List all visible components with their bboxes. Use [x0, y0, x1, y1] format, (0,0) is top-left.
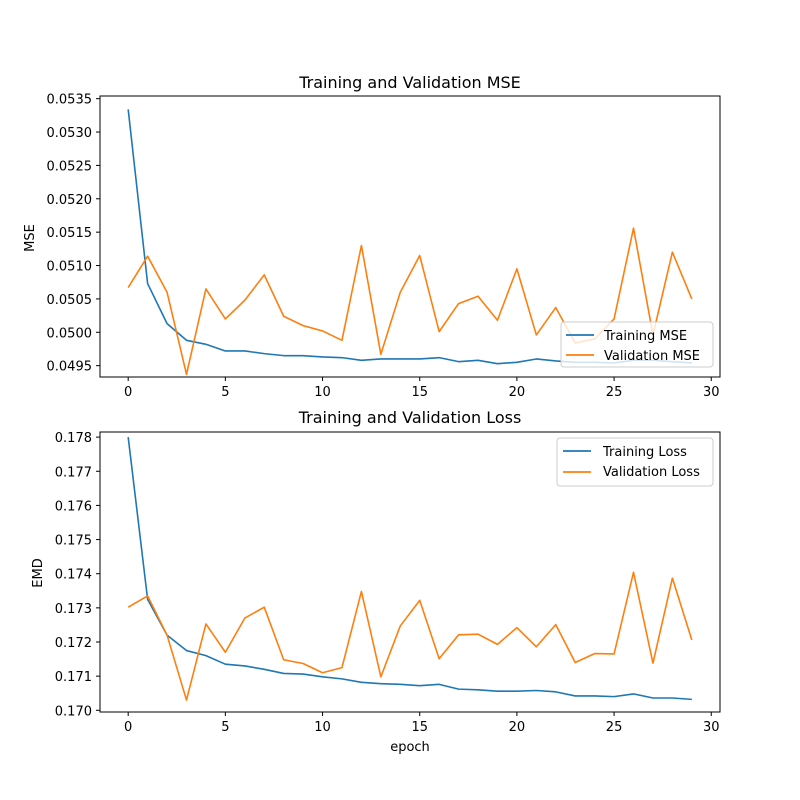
x-tick-label: 20 [509, 385, 526, 400]
x-tick-label: 5 [221, 720, 229, 735]
x-tick-label: 30 [703, 720, 720, 735]
y-tick-label: 0.0515 [47, 226, 93, 241]
legend: Training MSE Validation MSE [560, 321, 714, 368]
x-tick-label: 20 [509, 720, 526, 735]
legend-label-training: Training Loss [602, 445, 687, 460]
y-tick-label: 0.0500 [47, 326, 93, 341]
y-tick-label: 0.0505 [47, 293, 93, 308]
x-axis-label: epoch [390, 740, 430, 755]
x-tick-label: 5 [221, 385, 229, 400]
x-tick-label: 25 [606, 385, 623, 400]
x-tick-label: 10 [314, 720, 331, 735]
y-axis-label: EMD [31, 558, 46, 587]
y-tick-label: 0.170 [55, 704, 92, 719]
y-tick-label: 0.0535 [47, 93, 93, 108]
chart-title: Training and Validation Loss [298, 408, 522, 427]
x-tick-label: 10 [314, 385, 331, 400]
y-tick-label: 0.0525 [47, 159, 93, 174]
x-tick-label: 15 [411, 385, 428, 400]
x-tick-label: 0 [124, 385, 132, 400]
y-tick-label: 0.0510 [47, 260, 93, 275]
legend-label-validation: Validation Loss [603, 465, 700, 480]
y-tick-label: 0.176 [55, 499, 92, 514]
series-line-validation-loss [127, 571, 693, 701]
chart-title: Training and Validation MSE [298, 73, 521, 92]
x-tick-label: 25 [606, 720, 623, 735]
y-tick-label: 0.174 [55, 568, 92, 583]
y-tick-label: 0.178 [55, 431, 92, 446]
x-tick-label: 30 [703, 385, 720, 400]
tick-layer: 0 5 10 15 20 25 30 0.0495 0.0500 0.0505 0.0510 0.05… [47, 93, 720, 400]
plot-frame [99, 431, 721, 713]
loss-chart: Training and Validation Loss EMD epoch 0… [31, 408, 721, 755]
legend-label-validation: Validation MSE [604, 349, 700, 364]
y-tick-label: 0.175 [55, 534, 92, 549]
y-tick-label: 0.172 [55, 636, 92, 651]
legend-box [560, 321, 714, 368]
y-axis-label: MSE [23, 224, 38, 252]
plot-marks [127, 437, 693, 701]
series-line-training-loss [127, 437, 692, 701]
legend-label-training: Training MSE [603, 329, 687, 344]
y-tick-label: 0.177 [55, 465, 92, 480]
x-tick-label: 0 [124, 720, 132, 735]
plot-frame [99, 95, 721, 378]
y-tick-label: 0.0520 [47, 193, 93, 208]
tick-layer: 0 5 10 15 20 25 30 0.170 0.171 0.172 0.173 0.174 0.1… [55, 431, 720, 735]
legend: Training Loss Validation Loss [556, 437, 714, 487]
y-tick-label: 0.0495 [47, 360, 93, 375]
x-tick-label: 15 [411, 720, 428, 735]
legend-box [556, 437, 714, 487]
y-tick-label: 0.171 [55, 670, 92, 685]
mse-chart: Training and Validation MSE MSE 0 5 10 15 20… [23, 73, 721, 400]
y-tick-label: 0.0530 [47, 126, 93, 141]
y-tick-label: 0.173 [55, 602, 92, 617]
